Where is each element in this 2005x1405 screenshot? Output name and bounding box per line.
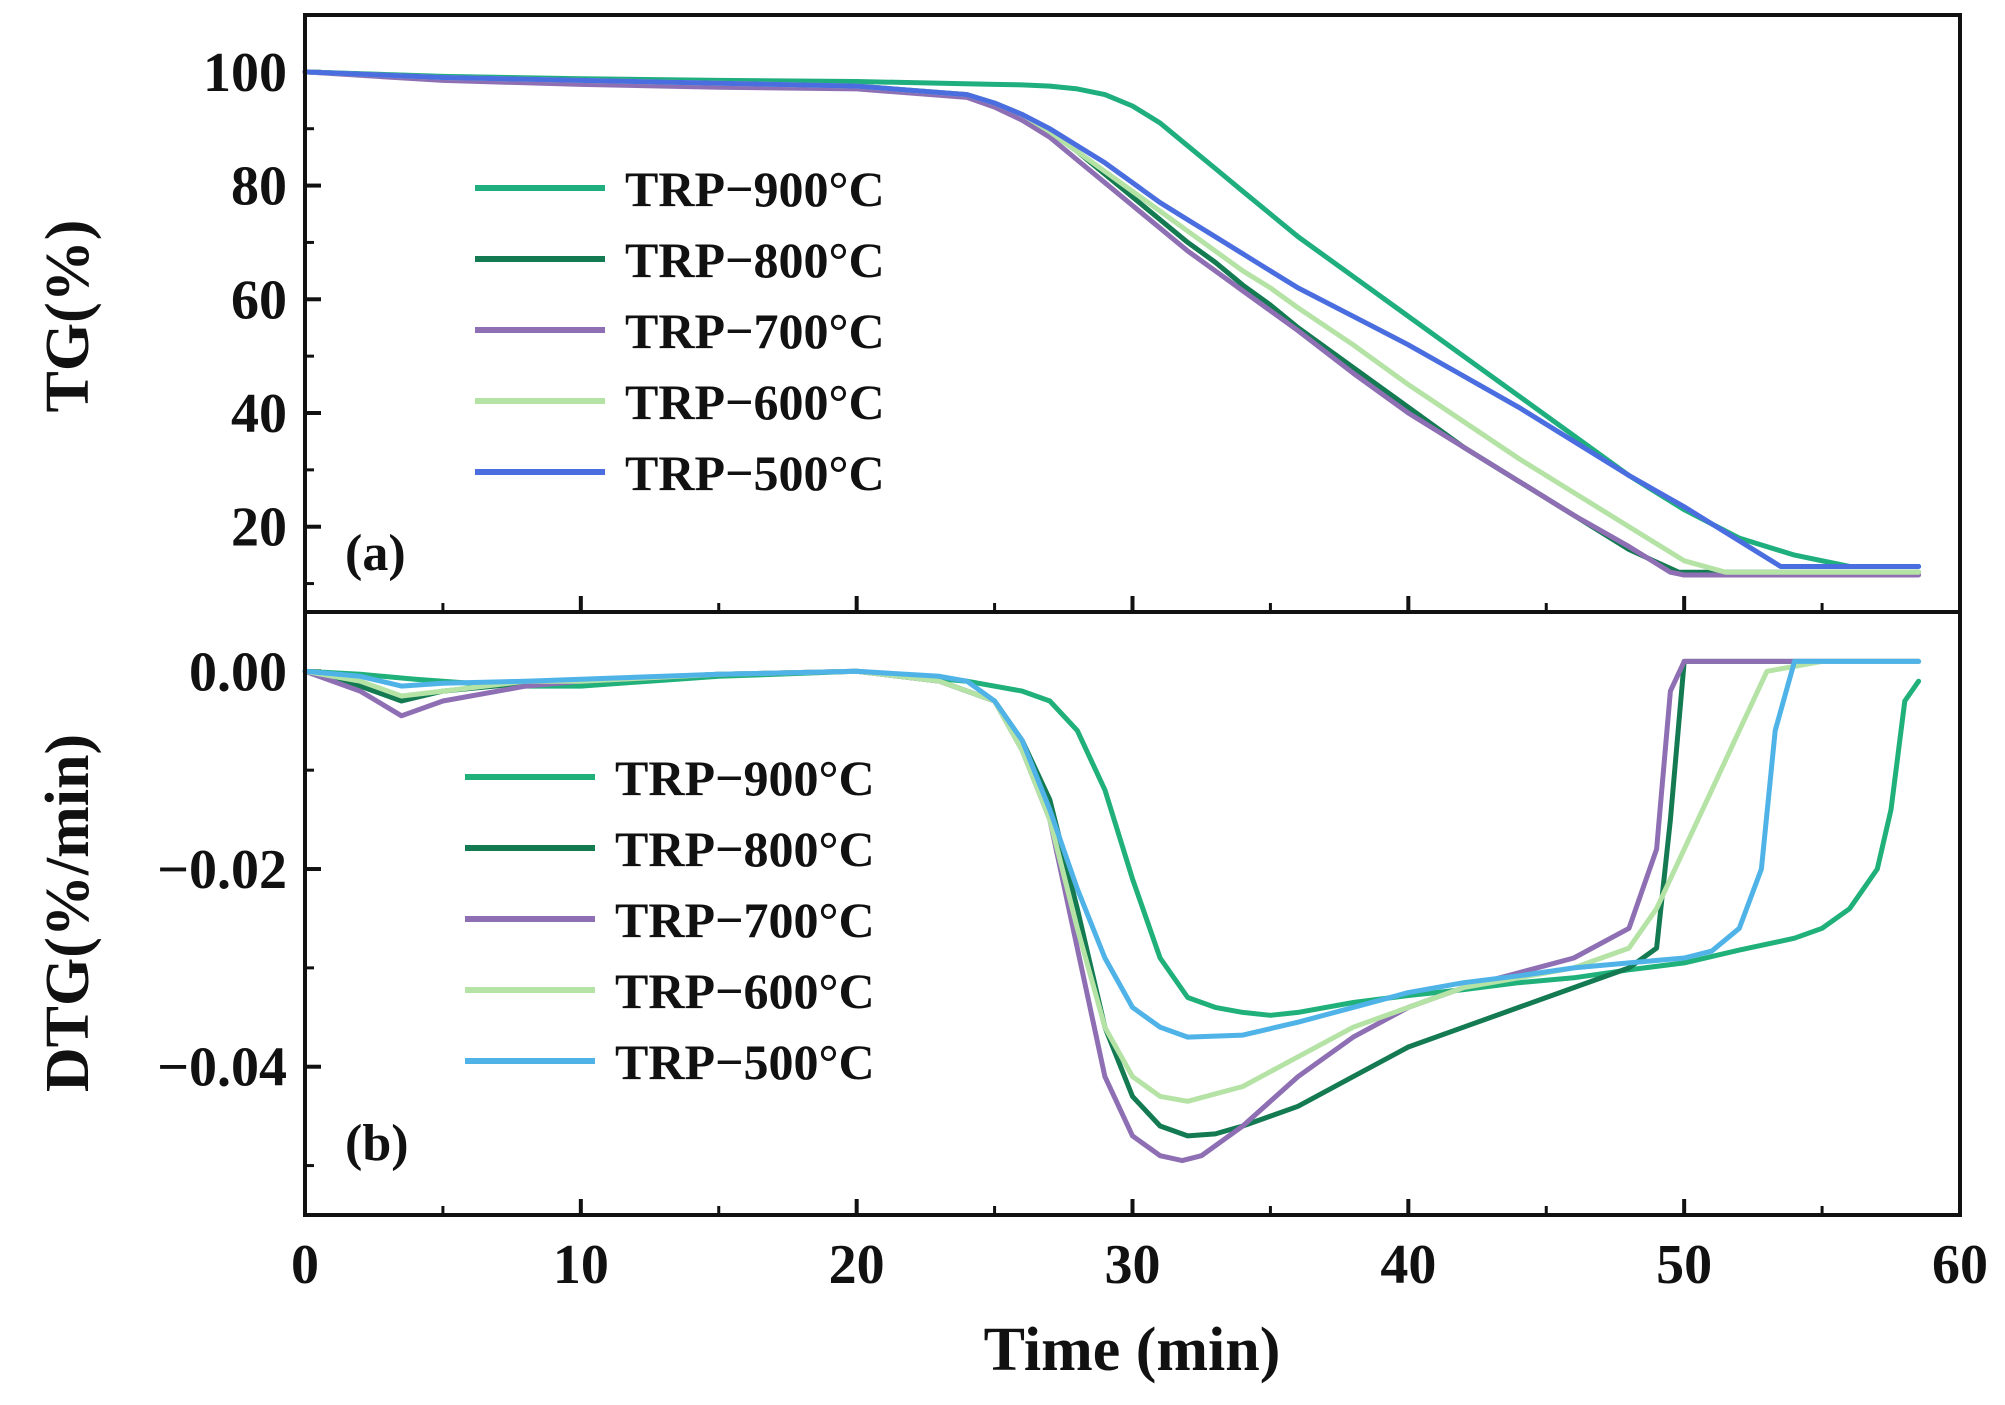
panel-a-legend-label: TRP−600°C	[625, 374, 885, 430]
panel-b-series-line-1	[302, 658, 1922, 1139]
x-tick-label: 50	[1656, 1234, 1712, 1296]
panel-b-legend-label: TRP−600°C	[615, 963, 875, 1019]
panel-a-series-line-3	[302, 69, 1922, 575]
panel-a-legend-label: TRP−500°C	[625, 445, 885, 501]
panel-b-label: (b)	[345, 1115, 409, 1172]
panel-a-y-tick-label: 20	[231, 497, 287, 559]
panel-a-series-line-1	[302, 69, 1922, 575]
panel-a-series-line-2	[302, 69, 1922, 578]
panel-a-y-axis-title: TG(%)	[34, 220, 102, 413]
panel-b-y-tick-label: −0.04	[157, 1037, 287, 1099]
panel-a-legend-label: TRP−900°C	[625, 161, 885, 217]
x-tick-label: 10	[553, 1234, 609, 1296]
panel-a-y-tick-label: 80	[231, 156, 287, 218]
plot-frame	[303, 13, 1962, 1217]
x-tick-label: 60	[1932, 1234, 1988, 1296]
x-tick-label: 40	[1380, 1234, 1436, 1296]
panel-b-legend-label: TRP−500°C	[615, 1034, 875, 1090]
panel-a-plot-area: 20 40 60 80 100 TRP−900°C TRP−800°C TRP−700°C TR…	[203, 42, 1922, 612]
panel-a-y-tick-label: 60	[231, 269, 287, 331]
panel-a-legend-label: TRP−700°C	[625, 303, 885, 359]
panel-b-plot-area: 0.00 −0.02 −0.04 0 10 20 30 40 50 60 TRP−900°C TRP−…	[157, 641, 1988, 1296]
panel-b-legend-label: TRP−800°C	[615, 821, 875, 877]
x-tick-label: 30	[1105, 1234, 1161, 1296]
panel-a-y-tick-label: 100	[203, 42, 287, 104]
panel-b-legend-label: TRP−700°C	[615, 892, 875, 948]
panel-a-series-line-0	[302, 69, 1922, 569]
panel-a-label: (a)	[345, 525, 406, 582]
panel-a-series-line-4	[302, 69, 1922, 569]
panel-b-legend-label: TRP−900°C	[615, 750, 875, 806]
panel-b-series-line-4	[302, 658, 1922, 1040]
panel-b-series-line-0	[302, 668, 1922, 1018]
panel-b-y-axis-title: DTG(%/min)	[34, 734, 102, 1092]
panel-a-y-tick-label: 40	[231, 383, 287, 445]
panel-b-y-tick-label: 0.00	[189, 641, 287, 703]
x-tick-label: 0	[291, 1234, 319, 1296]
x-axis-title: Time (min)	[984, 1316, 1281, 1384]
panel-b-y-tick-label: −0.02	[157, 839, 287, 901]
panel-a-legend-label: TRP−800°C	[625, 232, 885, 288]
x-tick-label: 20	[829, 1234, 885, 1296]
